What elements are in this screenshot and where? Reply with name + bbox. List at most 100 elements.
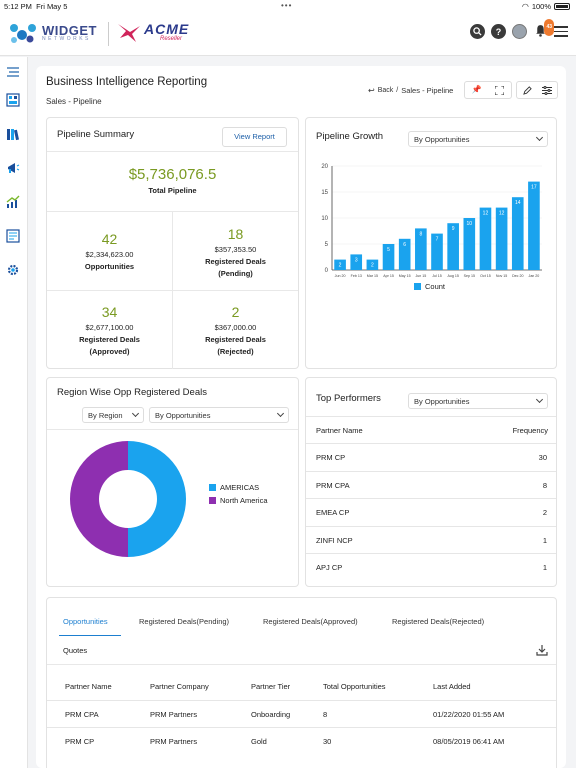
status-bar: 5:12 PM Fri May 5 ••• ◠ 100% xyxy=(0,0,576,12)
region-metric-select[interactable]: By Opportunities xyxy=(149,407,289,423)
settings-icon[interactable] xyxy=(6,263,22,279)
campaign-icon[interactable] xyxy=(6,161,22,177)
x-tick-label: Dec 20 xyxy=(512,274,523,278)
pipeline-growth-card: Pipeline Growth By Opportunities 0 5 10 15 2… xyxy=(305,117,557,369)
back-arrow-icon[interactable]: ↩ xyxy=(368,86,375,95)
region-filter-select[interactable]: By Region xyxy=(82,407,144,423)
header-frequency: Frequency xyxy=(512,426,548,435)
bar-value-label: 17 xyxy=(531,185,537,191)
bar xyxy=(398,238,411,270)
library-icon[interactable] xyxy=(6,127,22,143)
chevron-down-icon xyxy=(535,133,544,142)
dashboard-icon[interactable] xyxy=(6,93,22,109)
sidebar-menu-icon[interactable] xyxy=(6,65,22,81)
view-report-button[interactable]: View Report xyxy=(222,127,287,147)
deal-cell: Gold xyxy=(251,737,267,746)
bar xyxy=(350,254,363,270)
donut-slice[interactable] xyxy=(128,441,186,557)
y-tick-label: 0 xyxy=(325,268,329,274)
acme-reseller-logo[interactable]: ACME Reseller xyxy=(116,20,189,44)
pipeline-summary-title: Pipeline Summary xyxy=(57,129,135,140)
pending-count: 18 xyxy=(227,226,244,242)
approved-count: 34 xyxy=(101,304,118,320)
table-row[interactable]: PRM CP PRM Partners Gold 30 08/05/2019 06:41… xyxy=(47,727,556,754)
deal-cell: 8 xyxy=(323,710,328,719)
status-date: Fri May 5 xyxy=(36,2,68,11)
pipeline-summary-card: Pipeline Summary View Report $5,736,076.… xyxy=(46,117,299,369)
table-row[interactable]: PRM CP 30 xyxy=(306,443,556,470)
filter-sliders-icon[interactable] xyxy=(537,82,557,98)
table-row[interactable]: PRM CPA PRM Partners Onboarding 8 01/22/2020… xyxy=(47,700,556,727)
performers-filter-select[interactable]: By Opportunities xyxy=(408,393,548,409)
opportunities-metric: 42 $2,334,623.00 Opportunities xyxy=(47,231,172,271)
top-performers-card: Top Performers By Opportunities Partner … xyxy=(305,377,557,587)
legend-swatch xyxy=(209,484,216,491)
page-title: Business Intelligence Reporting xyxy=(46,76,208,88)
donut-legend: AMERICAS North America xyxy=(209,483,268,509)
tab-registered-pending[interactable]: Registered Deals(Pending) xyxy=(139,617,230,626)
tab-registered-rejected[interactable]: Registered Deals(Rejected) xyxy=(392,617,485,626)
bar-value-label: 14 xyxy=(515,200,521,206)
growth-icon[interactable] xyxy=(6,195,22,211)
tab-active-underline xyxy=(59,635,121,636)
back-link[interactable]: Back xyxy=(377,87,394,94)
multitask-dots-icon[interactable]: ••• xyxy=(281,1,293,10)
bar xyxy=(495,207,508,270)
col-partner-company: Partner Company xyxy=(150,682,209,691)
bar-value-label: 2 xyxy=(339,263,342,269)
frequency-cell: 1 xyxy=(542,563,547,572)
report-icon[interactable] xyxy=(6,229,22,245)
download-icon[interactable] xyxy=(536,643,548,661)
x-tick-label: Aug 15 xyxy=(447,274,458,278)
acme-bird-icon xyxy=(118,24,140,42)
quotes-label: Quotes xyxy=(63,646,88,655)
rejected-label-2: (Rejected) xyxy=(217,347,254,356)
col-total-opportunities: Total Opportunities xyxy=(323,682,386,691)
help-icon[interactable]: ? xyxy=(491,24,506,39)
table-row[interactable]: EMEA CP 2 xyxy=(306,498,556,525)
x-tick-label: Jun 20 xyxy=(335,274,346,278)
x-tick-label: Mar 15 xyxy=(367,274,378,278)
page-subtitle: Sales - Pipeline xyxy=(46,97,102,106)
donut-slice[interactable] xyxy=(70,441,128,557)
bar xyxy=(511,197,524,270)
deal-cell: 01/22/2020 01:55 AM xyxy=(433,710,505,719)
partner-name-cell: PRM CPA xyxy=(316,480,350,490)
legend-swatch xyxy=(209,497,216,504)
chevron-down-icon xyxy=(276,409,285,418)
x-tick-label: Jan 20 xyxy=(529,274,540,278)
tab-opportunities[interactable]: Opportunities xyxy=(63,617,108,626)
pin-fullscreen-group: 📌 xyxy=(464,81,512,99)
widget-networks-logo[interactable]: WIDGET NETWORKS xyxy=(8,20,97,46)
y-tick-label: 10 xyxy=(321,216,328,222)
bar xyxy=(415,228,427,270)
frequency-cell: 1 xyxy=(542,535,547,545)
tab-registered-approved[interactable]: Registered Deals(Approved) xyxy=(263,617,358,626)
partner-name-cell: APJ CP xyxy=(316,563,343,572)
edit-icon[interactable] xyxy=(517,82,537,98)
rejected-count: 2 xyxy=(231,304,240,320)
performers-header: Partner Name Frequency xyxy=(306,416,556,443)
menu-icon[interactable] xyxy=(554,26,568,37)
table-row[interactable]: APJ CP 1 xyxy=(306,553,556,580)
x-tick-label: Apr 15 xyxy=(383,274,394,278)
top-bar: WIDGET NETWORKS ACME Reseller ? 43 xyxy=(0,12,576,56)
pin-icon[interactable]: 📌 xyxy=(471,85,482,94)
bell-icon[interactable]: 43 xyxy=(533,19,554,39)
top-performers-title: Top Performers xyxy=(316,393,381,404)
sidebar xyxy=(0,57,28,768)
region-title: Region Wise Opp Registered Deals xyxy=(57,387,207,398)
table-row[interactable]: ZINFI NCP 1 xyxy=(306,525,556,553)
growth-filter-select[interactable]: By Opportunities xyxy=(408,131,548,147)
pending-label-2: (Pending) xyxy=(218,269,253,278)
bar-value-label: 9 xyxy=(452,226,455,232)
avatar[interactable] xyxy=(512,24,527,39)
breadcrumb-separator: / xyxy=(396,87,399,94)
bar-value-label: 8 xyxy=(419,231,422,237)
x-tick-label: Nov 15 xyxy=(496,274,507,278)
search-icon[interactable] xyxy=(470,24,485,39)
fullscreen-icon[interactable] xyxy=(488,82,511,98)
bar-value-label: 7 xyxy=(436,237,439,243)
bar-value-label: 12 xyxy=(483,211,489,217)
table-row[interactable]: PRM CPA 8 xyxy=(306,470,556,498)
